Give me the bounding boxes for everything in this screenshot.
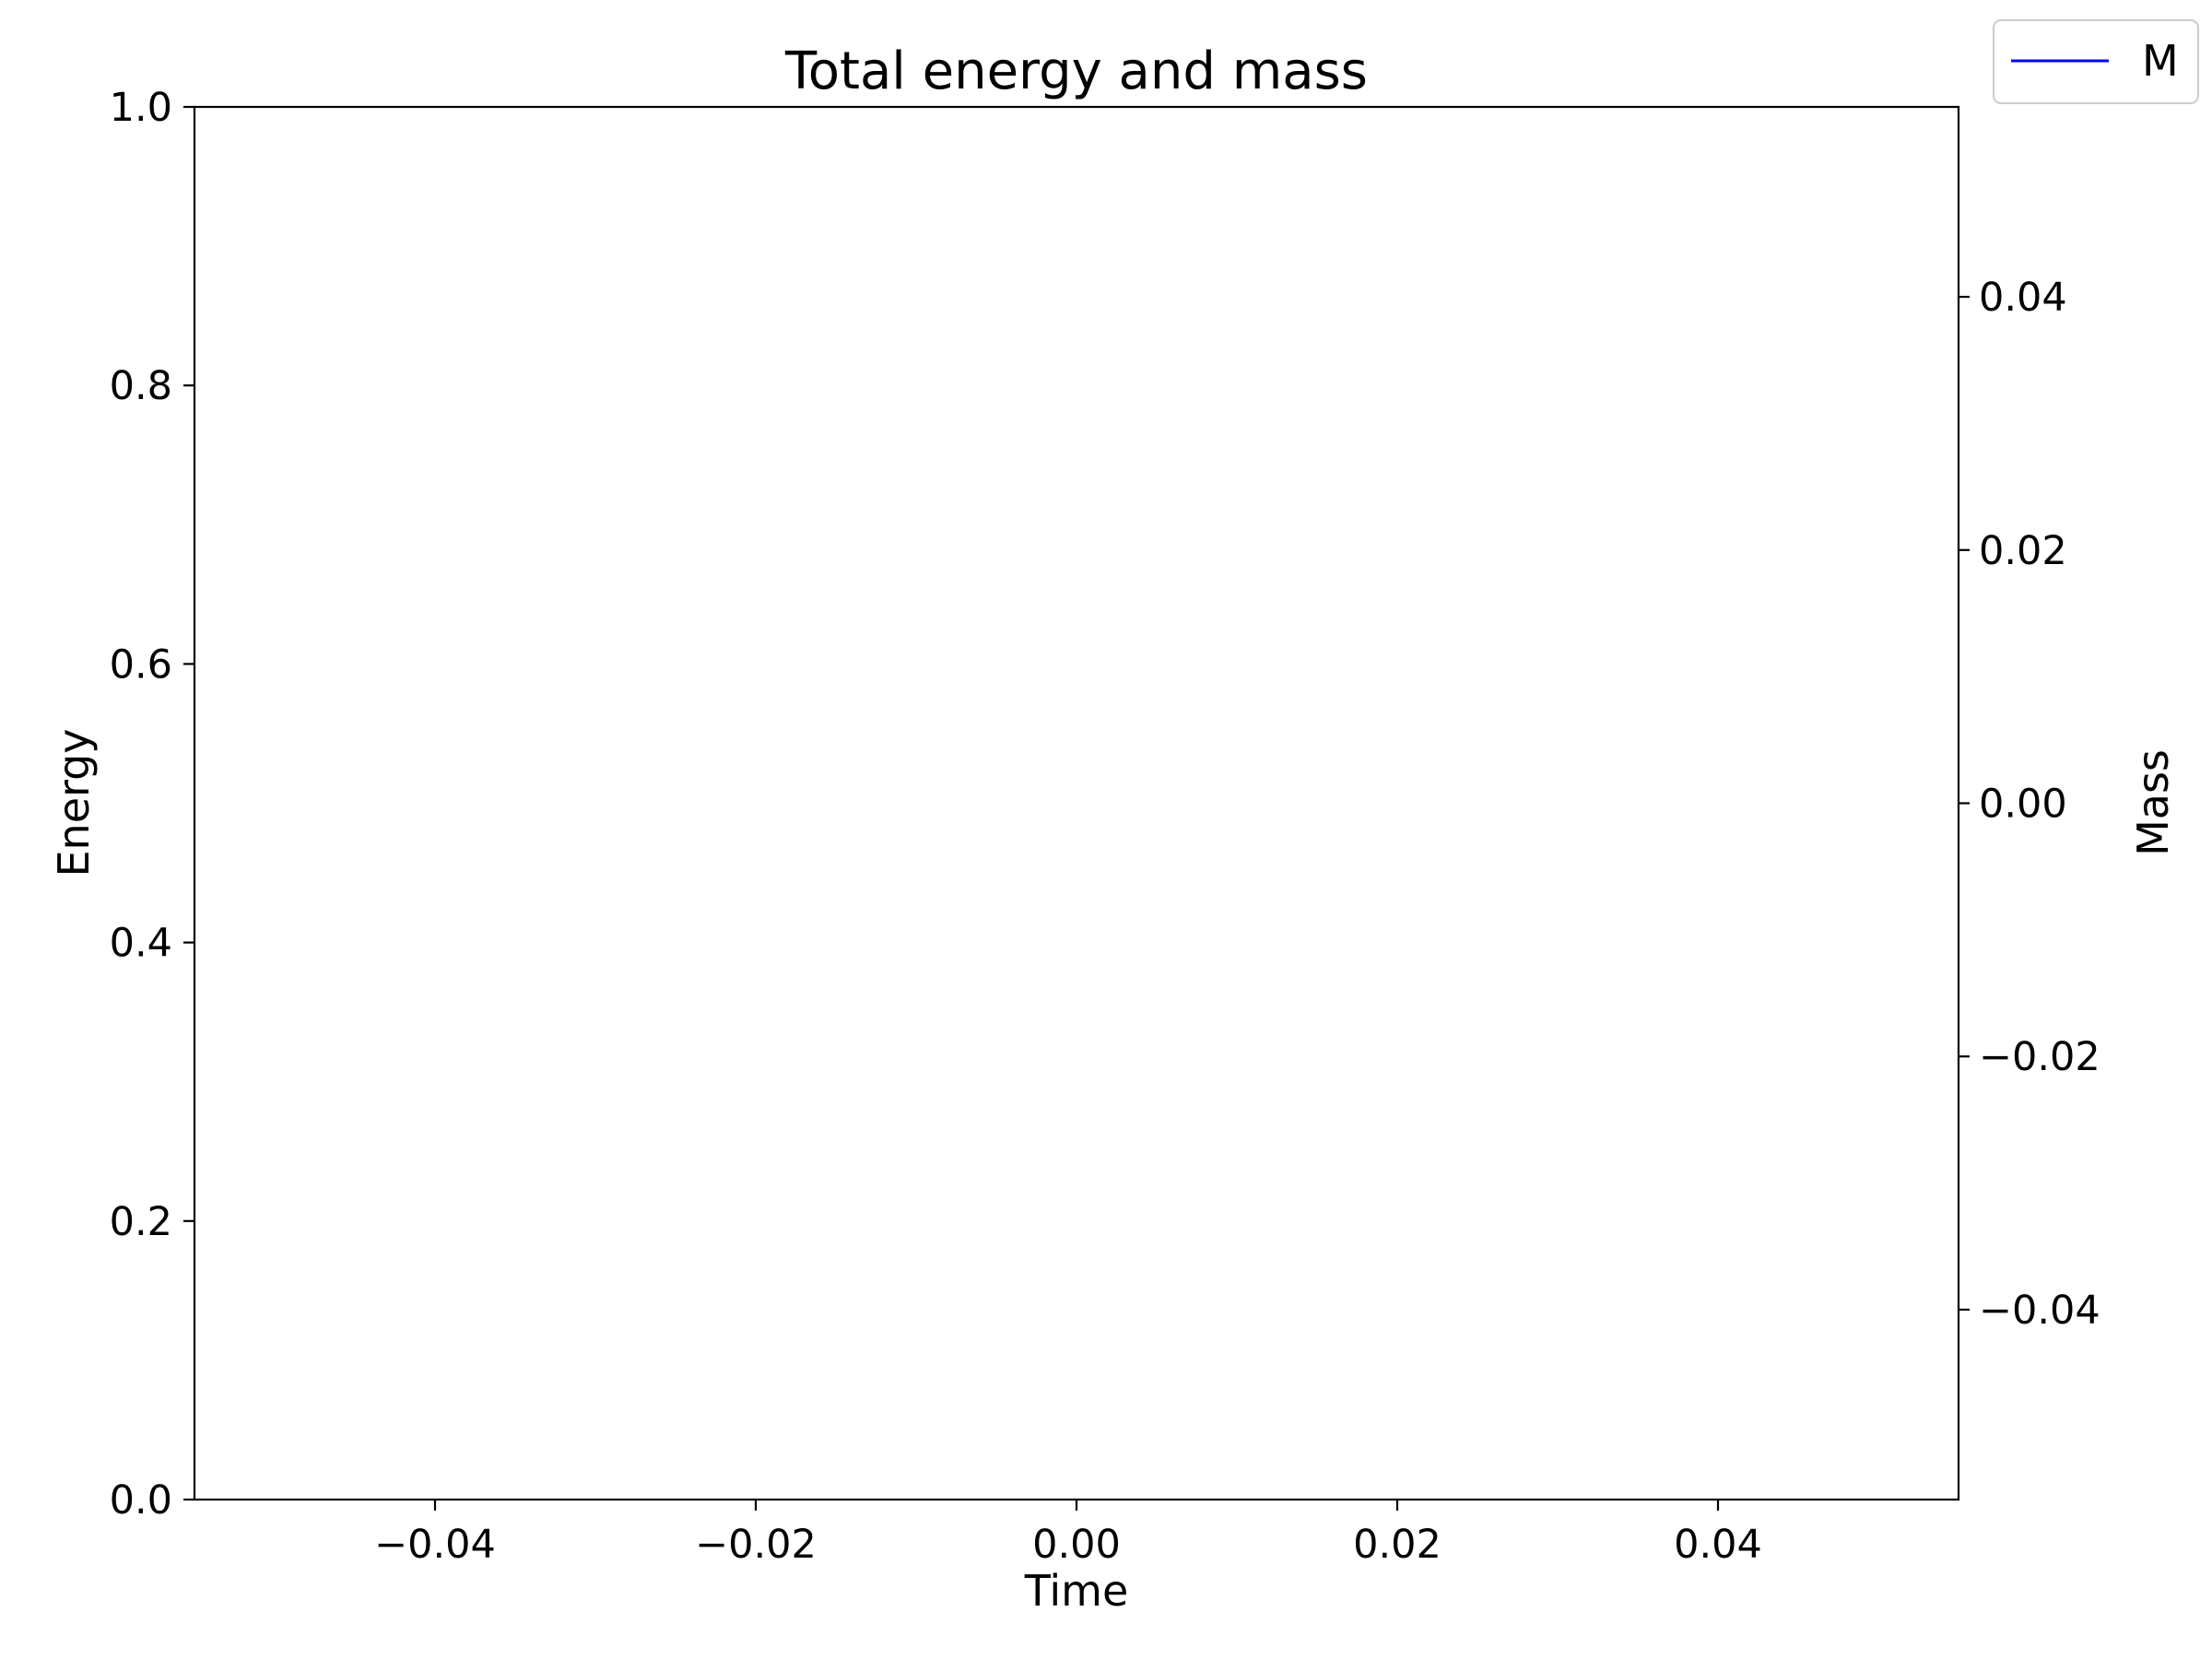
- y2-tick-label: 0.04: [1979, 275, 2067, 321]
- y-tick-label: 0.4: [110, 921, 172, 967]
- y2-tick-label: 0.00: [1979, 782, 2067, 828]
- legend-label: M: [2142, 36, 2179, 86]
- legend: M: [1993, 19, 2199, 104]
- y2-axis-ticks: −0.04 −0.02 0.00 0.02 0.04: [1959, 275, 2100, 1334]
- y-tick-label: 0.6: [110, 641, 172, 688]
- y-axis-label: Energy: [49, 728, 99, 877]
- y2-axis-label: Mass: [2128, 749, 2178, 856]
- x-tick-label: 0.02: [1353, 1522, 1441, 1568]
- y2-tick-label: 0.02: [1979, 528, 2067, 574]
- y2-tick-label: −0.02: [1979, 1034, 2100, 1080]
- x-tick-label: 0.00: [1032, 1522, 1121, 1568]
- y-tick-label: 0.0: [110, 1477, 172, 1524]
- y-tick-label: 0.8: [110, 363, 172, 409]
- y-tick-label: 0.2: [110, 1199, 172, 1245]
- x-axis-label: Time: [1024, 1566, 1129, 1616]
- y2-tick-label: −0.04: [1979, 1288, 2100, 1334]
- x-tick-label: −0.02: [695, 1522, 817, 1568]
- x-tick-label: −0.04: [374, 1522, 496, 1568]
- y-tick-label: 1.0: [110, 85, 172, 131]
- x-axis-ticks: −0.04 −0.02 0.00 0.02 0.04: [374, 1500, 1762, 1568]
- chart-title: Total energy and mass: [784, 41, 1368, 101]
- y-axis-ticks: 0.0 0.2 0.4 0.6 0.8 1.0: [110, 85, 194, 1524]
- x-tick-label: 0.04: [1674, 1522, 1762, 1568]
